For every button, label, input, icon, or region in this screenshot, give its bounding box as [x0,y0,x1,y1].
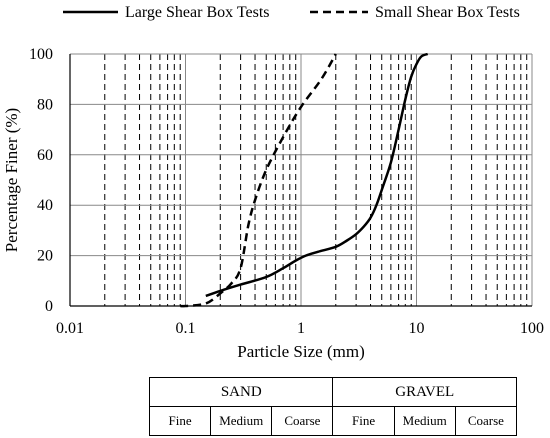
x-axis-title: Particle Size (mm) [237,342,364,361]
sand-header: SAND [148,377,334,407]
series-line-large-shear-box [205,52,429,298]
y-tick-label: 40 [37,197,53,214]
y-axis-title: Percentage Finer (%) [2,108,21,252]
y-tick-label: 20 [37,248,53,265]
sand-coarse: Coarse [271,406,334,436]
sand-fine: Fine [148,406,212,436]
series-line-small-shear-box [180,53,337,308]
x-tick-label: 0.1 [176,320,196,337]
x-tick-label: 0.01 [56,320,84,337]
gravel-header: GRAVEL [332,377,517,407]
sand-medium: Medium [210,406,273,436]
legend: Large Shear Box Tests Small Shear Box Te… [63,4,520,21]
gravel-medium: Medium [393,406,456,436]
axes [69,54,532,307]
gravel-coarse: Coarse [454,406,518,436]
legend-label-large: Large Shear Box Tests [125,4,269,21]
y-tick-label: 0 [45,298,53,315]
legend-label-small: Small Shear Box Tests [375,4,520,21]
x-tick-label: 100 [520,320,544,337]
y-tick-label: 80 [37,96,53,113]
y-tick-label: 60 [37,147,53,164]
x-tick-label: 1 [297,320,305,337]
particle-size-chart: 0.01 0.1 1 10 100 0 20 40 60 80 100 Particle Size … [2,4,544,361]
x-tick-label: 10 [409,320,425,337]
y-tick-label: 100 [29,46,53,63]
data-series [180,52,429,308]
grid-lines [69,53,533,307]
tick-labels: 0.01 0.1 1 10 100 0 20 40 60 80 100 [29,46,544,337]
soil-classification-table: SAND GRAVEL Fine Medium Coarse Fine Medi… [148,377,518,436]
gravel-fine: Fine [332,406,395,436]
